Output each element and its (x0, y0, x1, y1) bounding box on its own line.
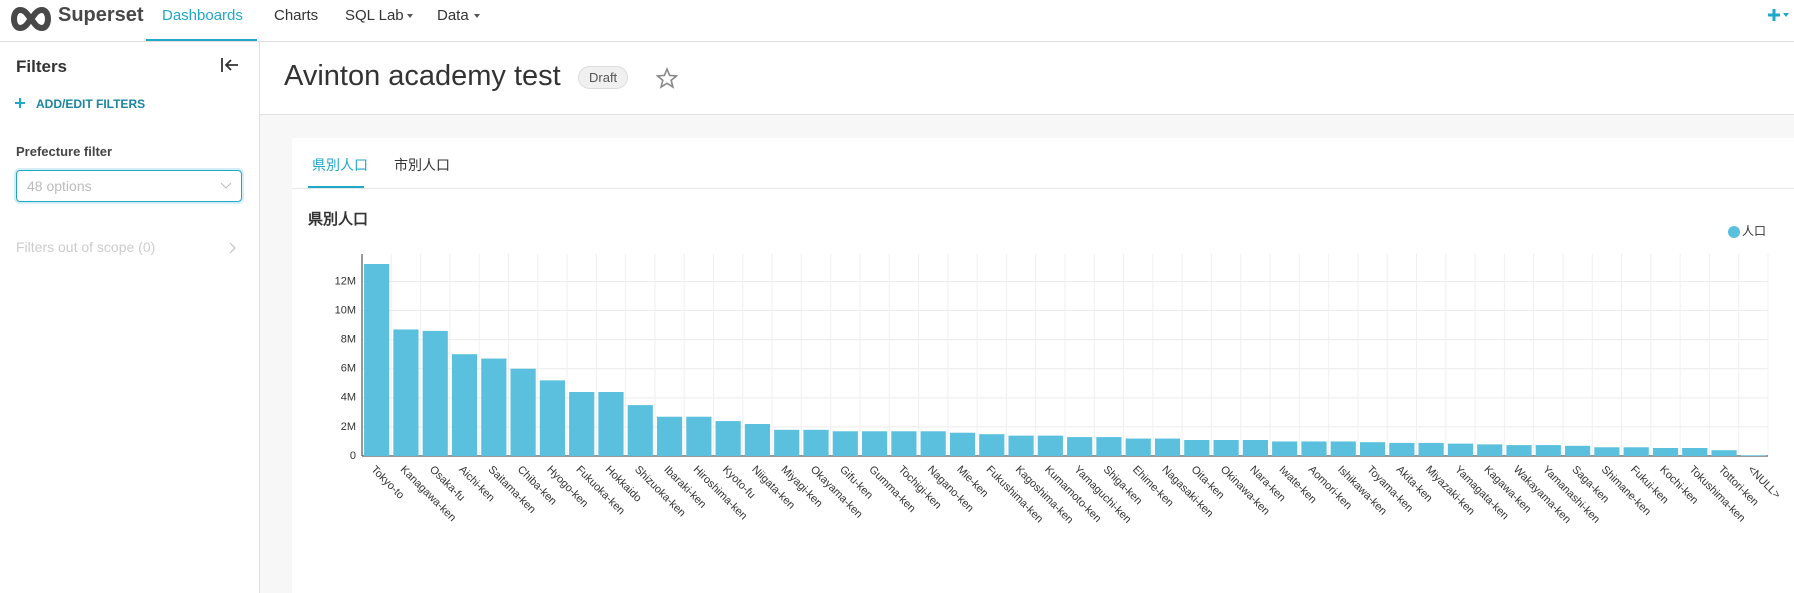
bar (422, 330, 448, 456)
logo[interactable] (8, 6, 54, 32)
bar (569, 392, 595, 456)
bar (891, 431, 917, 456)
bar (715, 421, 741, 456)
nav-item[interactable]: Data (437, 7, 469, 24)
filter-sidebar: Filters ADD/EDIT FILTERS Prefecture filt… (0, 42, 260, 593)
bar (774, 429, 800, 456)
nav-item[interactable]: Charts (274, 7, 319, 24)
plus-icon (15, 98, 25, 108)
caret (407, 14, 413, 18)
bar (598, 392, 624, 456)
y-tick-label: 10M (335, 304, 356, 316)
bar (1037, 435, 1063, 456)
filter-label: Prefecture filter (16, 144, 113, 159)
bar (393, 329, 419, 456)
tab-underline (308, 186, 364, 188)
bar (1067, 437, 1093, 456)
select-arrow (220, 182, 232, 189)
bar (539, 380, 565, 456)
filter-select[interactable]: 48 options (16, 170, 242, 202)
bar (1418, 442, 1444, 456)
bar (1272, 441, 1298, 456)
plus-menu[interactable] (1768, 7, 1792, 23)
bar (1535, 445, 1561, 456)
bar (686, 416, 712, 456)
tab-divider (292, 188, 1794, 189)
bar (1447, 443, 1474, 456)
chart: 02M4M6M8M10M12MTokyo-toKanagawa-kenOsaka… (335, 224, 1783, 526)
bar (656, 416, 683, 456)
bar (1477, 444, 1503, 456)
legend-label: 人口 (1742, 224, 1766, 238)
chevron (229, 242, 236, 254)
bar (1711, 450, 1737, 456)
bar (862, 431, 888, 456)
chart-title: 県別人口 (308, 211, 369, 228)
bar (510, 368, 536, 456)
y-tick-label: 6M (341, 363, 356, 375)
favorite-star[interactable] (656, 67, 678, 89)
y-tick-label: 8M (341, 334, 356, 346)
bar (1213, 440, 1239, 456)
bar (627, 405, 653, 456)
dashboard-card: 県別人口 市別人口 県別人口 0 2M 4M 6M 8M 10M 12M Tokyo-to Ka… (292, 138, 1794, 593)
brand[interactable]: Superset (58, 4, 144, 26)
collapse-icon[interactable] (220, 56, 240, 74)
bar (1594, 447, 1620, 456)
bar (1242, 440, 1268, 456)
bar (1389, 442, 1415, 456)
bar (451, 354, 478, 456)
bar (1154, 438, 1181, 456)
bar (1565, 445, 1591, 456)
sidebar-title: Filters (16, 57, 68, 76)
bar (1008, 435, 1034, 456)
bar (1623, 447, 1649, 456)
bar (1740, 455, 1766, 456)
y-tick-label: 12M (335, 275, 356, 287)
tab[interactable]: 県別人口 (312, 157, 368, 173)
caret (474, 14, 480, 18)
y-tick-label: 0 (350, 450, 356, 462)
status-badge: Draft (578, 66, 629, 89)
out-of-scope[interactable]: Filters out of scope (0) (16, 239, 156, 255)
bar (744, 424, 771, 456)
dashboard-title[interactable]: Avinton academy test (284, 60, 561, 92)
bar (1301, 441, 1327, 456)
active-underline (146, 39, 257, 41)
bar (920, 431, 946, 456)
bar (481, 358, 507, 456)
bar (1682, 448, 1708, 456)
bar (1359, 442, 1386, 456)
bar (1096, 437, 1122, 456)
select-placeholder: 48 options (27, 178, 92, 194)
bar (1330, 441, 1356, 456)
dashboard-header: Avinton academy test Draft (260, 42, 1794, 115)
bar (832, 431, 858, 456)
nav-item[interactable]: SQL Lab (345, 7, 404, 24)
nav-item[interactable]: Dashboards (162, 7, 243, 24)
bar (1184, 440, 1210, 456)
y-tick-label: 2M (341, 421, 356, 433)
bar (1506, 445, 1532, 456)
add-edit-filters[interactable]: ADD/EDIT FILTERS (36, 97, 146, 111)
y-tick-label: 4M (341, 392, 356, 404)
bar (1125, 438, 1151, 456)
bar (949, 432, 976, 456)
bar (979, 434, 1005, 456)
legend-marker (1728, 226, 1740, 238)
bar (1652, 448, 1679, 456)
top-nav: Superset Dashboards Charts SQL Lab Data (0, 0, 1794, 42)
bar (364, 264, 390, 456)
bar (803, 429, 829, 456)
tab[interactable]: 市別人口 (394, 157, 450, 173)
